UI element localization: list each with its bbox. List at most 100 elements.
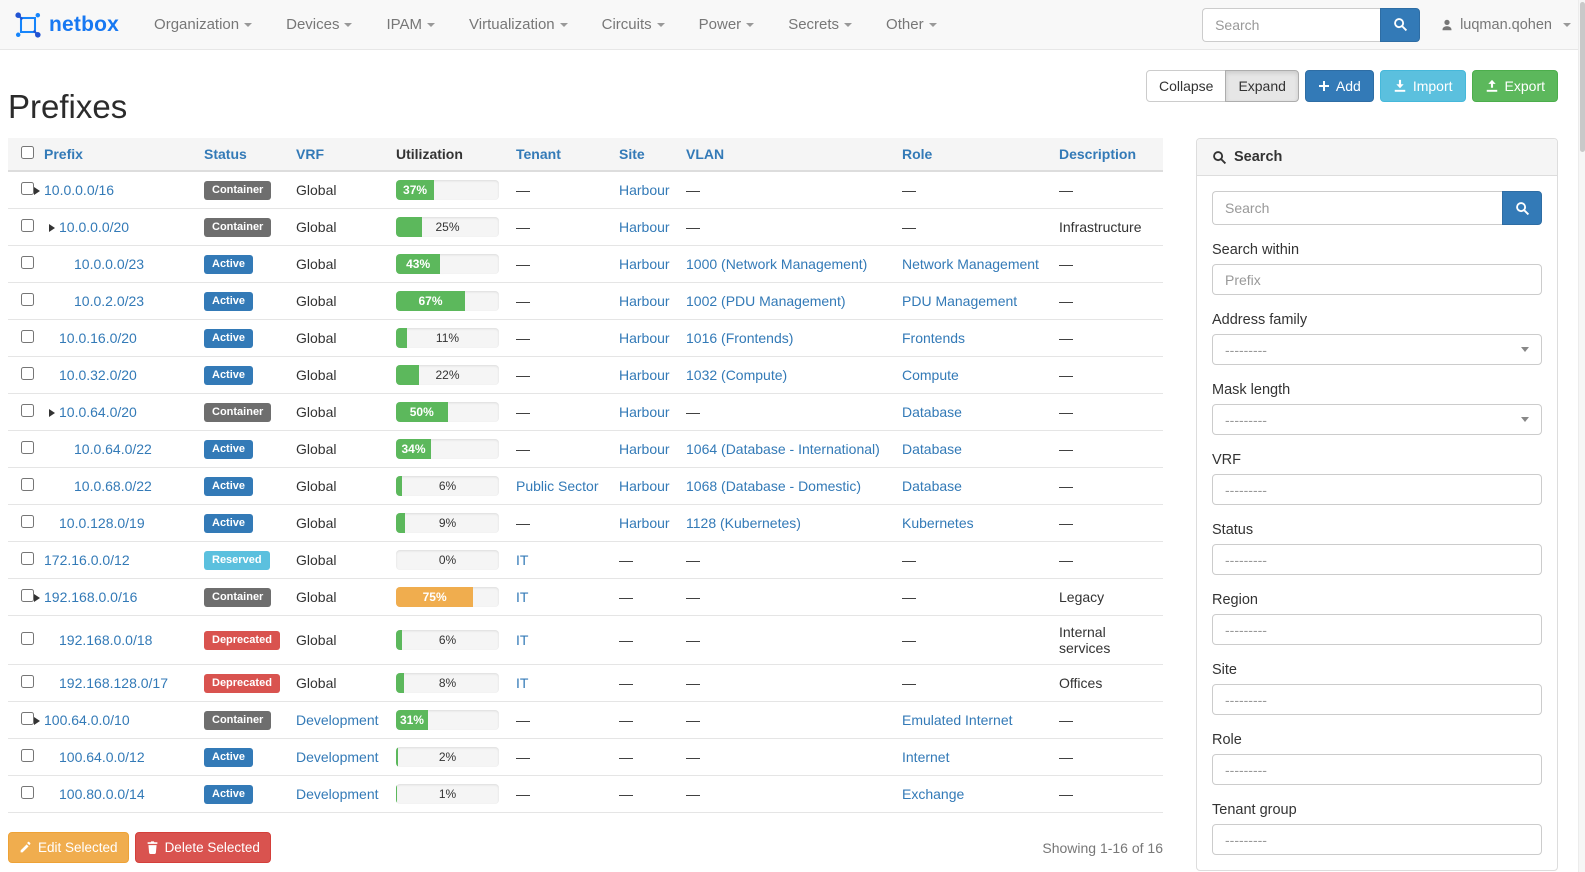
vrf-link[interactable]: Development: [296, 749, 379, 765]
sidebar-search-button[interactable]: [1502, 191, 1542, 225]
nav-menu-ipam[interactable]: IPAM: [369, 1, 452, 48]
role-link[interactable]: Kubernetes: [902, 515, 974, 531]
filter-vrf-input[interactable]: [1212, 474, 1542, 505]
nav-menu-organization[interactable]: Organization: [137, 1, 269, 48]
vlan-link[interactable]: 1000 (Network Management): [686, 256, 868, 272]
role-column-header[interactable]: Role: [902, 146, 933, 162]
prefix-link[interactable]: 10.0.32.0/20: [59, 367, 137, 383]
role-link[interactable]: Exchange: [902, 786, 965, 802]
prefix-link[interactable]: 192.168.128.0/17: [59, 675, 168, 691]
role-link[interactable]: Database: [902, 441, 962, 457]
nav-menu-virtualization[interactable]: Virtualization: [452, 1, 585, 48]
prefix-link[interactable]: 10.0.64.0/20: [59, 404, 137, 420]
prefix-link[interactable]: 100.64.0.0/12: [59, 749, 145, 765]
netbox-logo[interactable]: netbox: [14, 11, 119, 39]
vlan-link[interactable]: 1128 (Kubernetes): [686, 515, 801, 531]
site-link[interactable]: Harbour: [619, 404, 670, 420]
nav-search-input[interactable]: [1202, 7, 1381, 42]
filter-address-family-input[interactable]: [1212, 334, 1542, 365]
page-scrollbar[interactable]: [1578, 0, 1585, 872]
site-link[interactable]: Harbour: [619, 367, 670, 383]
vlan-link[interactable]: 1064 (Database - International): [686, 441, 880, 457]
site-link[interactable]: Harbour: [619, 219, 670, 235]
row-checkbox[interactable]: [21, 182, 34, 195]
row-checkbox[interactable]: [21, 219, 34, 232]
edit-selected-button[interactable]: Edit Selected: [8, 832, 129, 863]
delete-selected-button[interactable]: Delete Selected: [134, 832, 271, 863]
vlan-link[interactable]: 1032 (Compute): [686, 367, 788, 383]
tenant-column-header[interactable]: Tenant: [516, 146, 561, 162]
role-link[interactable]: PDU Management: [902, 293, 1018, 309]
collapse-button[interactable]: Collapse: [1145, 70, 1227, 102]
nav-menu-power[interactable]: Power: [682, 1, 772, 48]
role-link[interactable]: Internet: [902, 749, 950, 765]
site-link[interactable]: Harbour: [619, 441, 670, 457]
prefix-link[interactable]: 10.0.0.0/16: [44, 182, 115, 198]
prefix-link[interactable]: 10.0.128.0/19: [59, 515, 145, 531]
nav-menu-other[interactable]: Other: [869, 1, 954, 48]
filter-mask-length-input[interactable]: [1212, 404, 1542, 435]
prefix-link[interactable]: 10.0.64.0/22: [74, 441, 152, 457]
role-link[interactable]: Network Management: [902, 256, 1039, 272]
prefix-link[interactable]: 100.80.0.0/14: [59, 786, 145, 802]
prefix-link[interactable]: 10.0.0.0/23: [74, 256, 145, 272]
tenant-link[interactable]: IT: [516, 632, 529, 648]
site-link[interactable]: Harbour: [619, 256, 670, 272]
row-checkbox[interactable]: [21, 515, 34, 528]
tenant-link[interactable]: IT: [516, 589, 529, 605]
vlan-link[interactable]: 1002 (PDU Management): [686, 293, 846, 309]
vlan-link[interactable]: 1016 (Frontends): [686, 330, 794, 346]
select-all-checkbox[interactable]: [21, 146, 34, 159]
status-column-header[interactable]: Status: [204, 146, 247, 162]
sidebar-search-input[interactable]: [1212, 191, 1502, 225]
role-link[interactable]: Database: [902, 478, 962, 494]
vrf-column-header[interactable]: VRF: [296, 146, 324, 162]
nav-menu-secrets[interactable]: Secrets: [771, 1, 869, 48]
tenant-link[interactable]: IT: [516, 552, 529, 568]
nav-menu-devices[interactable]: Devices: [269, 1, 369, 48]
prefix-link[interactable]: 10.0.16.0/20: [59, 330, 137, 346]
nav-search-button[interactable]: [1380, 7, 1421, 42]
row-checkbox[interactable]: [21, 552, 34, 565]
filter-site-input[interactable]: [1212, 684, 1542, 715]
row-checkbox[interactable]: [21, 256, 34, 269]
row-checkbox[interactable]: [21, 478, 34, 491]
add-button[interactable]: Add: [1304, 70, 1374, 102]
prefix-column-header[interactable]: Prefix: [44, 146, 83, 162]
site-column-header[interactable]: Site: [619, 146, 645, 162]
row-checkbox[interactable]: [21, 675, 34, 688]
vlan-column-header[interactable]: VLAN: [686, 146, 725, 162]
prefix-link[interactable]: 10.0.0.0/20: [59, 219, 130, 235]
prefix-link[interactable]: 172.16.0.0/12: [44, 552, 130, 568]
row-checkbox[interactable]: [21, 367, 34, 380]
row-checkbox[interactable]: [21, 589, 34, 602]
import-button[interactable]: Import: [1379, 70, 1466, 102]
expand-button[interactable]: Expand: [1225, 70, 1299, 102]
prefix-link[interactable]: 100.64.0.0/10: [44, 712, 130, 728]
prefix-link[interactable]: 10.0.2.0/23: [74, 293, 145, 309]
row-checkbox[interactable]: [21, 749, 34, 762]
row-checkbox[interactable]: [21, 293, 34, 306]
vrf-link[interactable]: Development: [296, 786, 379, 802]
row-checkbox[interactable]: [21, 712, 34, 725]
filter-status-input[interactable]: [1212, 544, 1542, 575]
site-link[interactable]: Harbour: [619, 293, 670, 309]
role-link[interactable]: Compute: [902, 367, 959, 383]
role-link[interactable]: Emulated Internet: [902, 712, 1013, 728]
site-link[interactable]: Harbour: [619, 478, 670, 494]
tenant-link[interactable]: IT: [516, 675, 529, 691]
tenant-link[interactable]: Public Sector: [516, 478, 599, 494]
description-column-header[interactable]: Description: [1059, 146, 1137, 162]
site-link[interactable]: Harbour: [619, 182, 670, 198]
vrf-link[interactable]: Development: [296, 712, 379, 728]
role-link[interactable]: Database: [902, 404, 962, 420]
row-checkbox[interactable]: [21, 786, 34, 799]
row-checkbox[interactable]: [21, 441, 34, 454]
filter-role-input[interactable]: [1212, 754, 1542, 785]
prefix-link[interactable]: 10.0.68.0/22: [74, 478, 152, 494]
user-menu[interactable]: luqman.qohen: [1440, 17, 1571, 33]
filter-region-input[interactable]: [1212, 614, 1542, 645]
prefix-link[interactable]: 192.168.0.0/18: [59, 632, 153, 648]
export-button[interactable]: Export: [1471, 70, 1558, 102]
row-checkbox[interactable]: [21, 632, 34, 645]
